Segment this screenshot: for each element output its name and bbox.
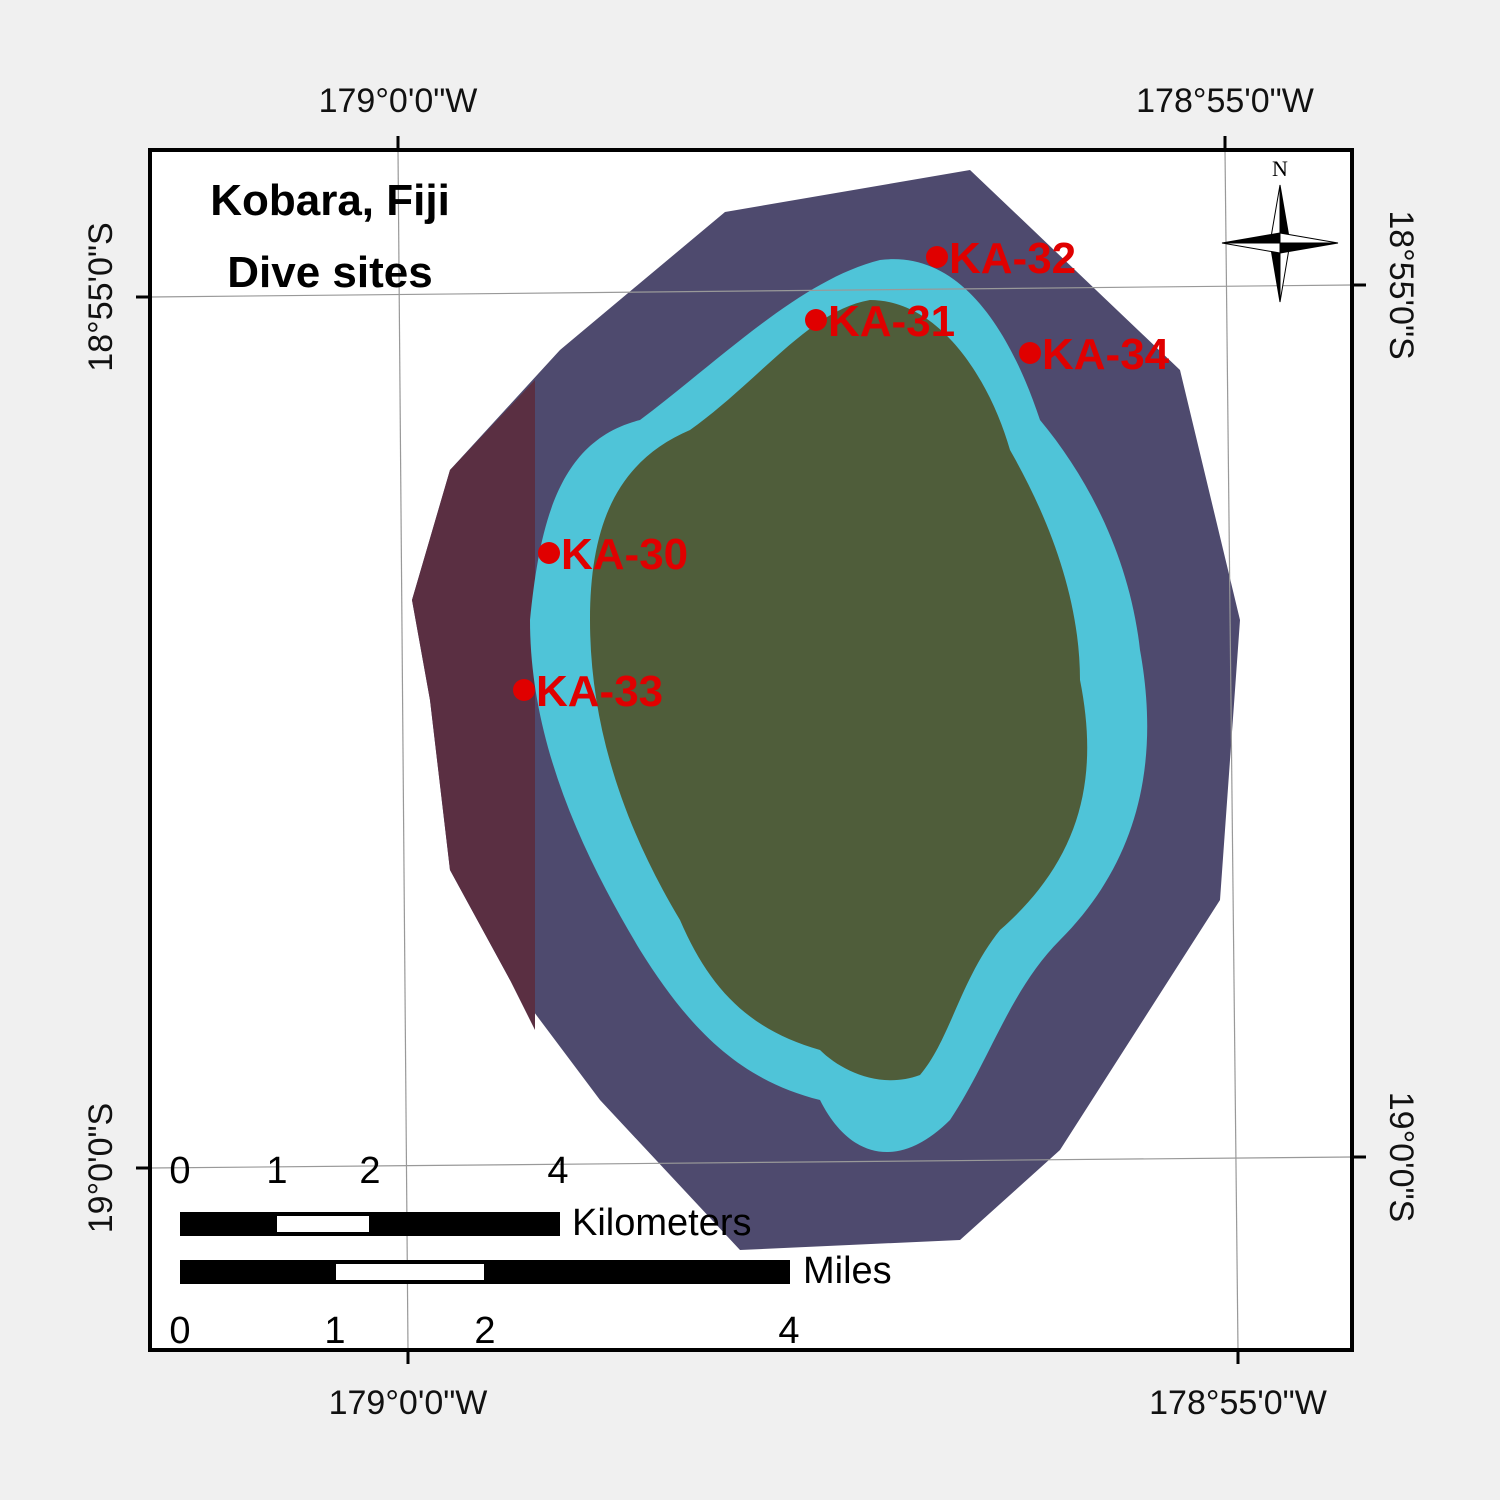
scale-tick-label: 4 [778,1310,799,1352]
map-subtitle: Dive sites [227,248,432,297]
north-arrow: N [1221,156,1339,303]
scale-tick-label: 0 [169,1150,190,1192]
scale-tick-label: 2 [359,1150,380,1192]
dive-site-marker [805,309,827,331]
lat-label: 19°0'0"S [1382,1092,1420,1222]
dive-site-label: KA-32 [949,234,1076,283]
dive-site-marker [538,542,560,564]
scale-unit: Miles [803,1250,892,1292]
scale-tick-label: 1 [266,1150,287,1192]
lon-label: 178°55'0"W [1136,82,1314,120]
dive-site-label: KA-31 [828,297,955,346]
dive-site-label: KA-34 [1042,330,1170,379]
grid-line [149,284,1353,298]
dive-site-label: KA-33 [536,667,663,716]
lat-label: 18°55'0"S [1382,210,1420,359]
imagery-strip [412,380,535,1030]
scale-tick-label: 2 [474,1310,495,1352]
scale-tick-label: 0 [169,1310,190,1352]
north-label: N [1272,156,1288,181]
dive-site-marker [1019,342,1041,364]
lat-label: 19°0'0"S [82,1103,120,1233]
lon-label: 179°0'0"W [329,1384,488,1422]
grid-line [149,1156,1353,1169]
dive-site-marker [513,679,535,701]
dive-site-marker [926,246,948,268]
lon-label: 178°55'0"W [1149,1384,1327,1422]
lat-label: 18°55'0"S [82,222,120,371]
lon-label: 179°0'0"W [319,82,478,120]
grid-line [397,149,409,1351]
grid-line [1224,149,1239,1351]
scale-tick-label: 4 [547,1150,568,1192]
land [590,300,1088,1081]
scale-tick-label: 1 [324,1310,345,1352]
map-title: Kobara, Fiji [210,176,450,225]
map-frame [148,148,1354,1352]
scale-unit: Kilometers [572,1202,752,1244]
dive-site-label: KA-30 [561,530,688,579]
